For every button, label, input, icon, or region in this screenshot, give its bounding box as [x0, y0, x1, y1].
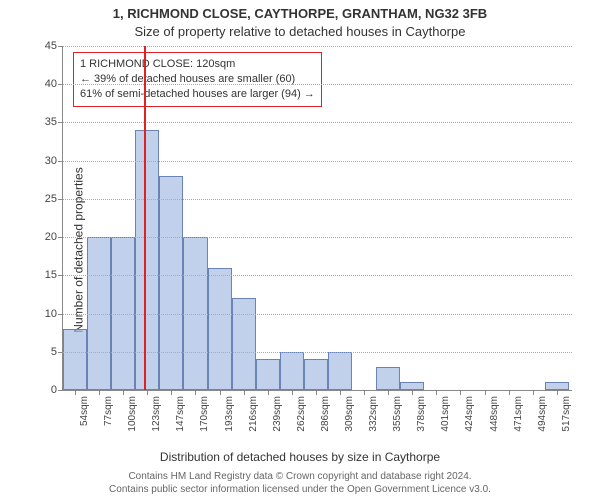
x-tick-mark: [557, 390, 558, 395]
x-tick-label: 262sqm: [296, 396, 307, 432]
gridline: [63, 199, 572, 200]
y-tick-mark: [58, 46, 63, 47]
x-tick-label: 378sqm: [416, 396, 427, 432]
y-tick-mark: [58, 199, 63, 200]
x-tick-label: 355sqm: [392, 396, 403, 432]
footer-line-2: Contains public sector information licen…: [0, 484, 600, 497]
x-tick-label: 216sqm: [248, 396, 259, 432]
x-tick-label: 286sqm: [320, 396, 331, 432]
x-tick-mark: [75, 390, 76, 395]
plot-area: 1 RICHMOND CLOSE: 120sqm ← 39% of detach…: [62, 46, 572, 391]
x-tick-label: 448sqm: [489, 396, 500, 432]
x-tick-mark: [147, 390, 148, 395]
x-tick-label: 77sqm: [103, 396, 114, 426]
y-tick-label: 5: [51, 346, 57, 358]
histogram-bar: [328, 352, 352, 390]
y-tick-label: 20: [45, 231, 57, 243]
histogram-bar: [63, 329, 87, 390]
y-tick-mark: [58, 122, 63, 123]
y-tick-label: 15: [45, 269, 57, 281]
y-tick-label: 0: [51, 384, 57, 396]
x-tick-mark: [123, 390, 124, 395]
x-tick-mark: [533, 390, 534, 395]
x-tick-label: 494sqm: [537, 396, 548, 432]
histogram-bar: [304, 359, 328, 390]
x-tick-mark: [99, 390, 100, 395]
chart-title-1: 1, RICHMOND CLOSE, CAYTHORPE, GRANTHAM, …: [0, 6, 600, 21]
x-tick-mark: [485, 390, 486, 395]
x-tick-label: 401sqm: [440, 396, 451, 432]
gridline: [63, 314, 572, 315]
y-tick-label: 30: [45, 155, 57, 167]
y-tick-mark: [58, 390, 63, 391]
x-tick-mark: [412, 390, 413, 395]
x-tick-mark: [171, 390, 172, 395]
x-tick-mark: [220, 390, 221, 395]
x-tick-label: 123sqm: [151, 396, 162, 432]
x-tick-label: 239sqm: [272, 396, 283, 432]
x-tick-mark: [340, 390, 341, 395]
histogram-bar: [232, 298, 256, 390]
x-tick-label: 309sqm: [344, 396, 355, 432]
footer-line-1: Contains HM Land Registry data © Crown c…: [0, 471, 600, 484]
y-tick-label: 35: [45, 116, 57, 128]
x-tick-mark: [195, 390, 196, 395]
y-tick-mark: [58, 352, 63, 353]
y-tick-mark: [58, 84, 63, 85]
x-tick-label: 193sqm: [224, 396, 235, 432]
histogram-bar: [159, 176, 183, 390]
y-tick-label: 45: [45, 40, 57, 52]
y-tick-mark: [58, 275, 63, 276]
histogram-bar: [400, 382, 424, 390]
x-tick-label: 517sqm: [561, 396, 572, 432]
annotation-line-1: 1 RICHMOND CLOSE: 120sqm: [80, 57, 315, 72]
x-tick-mark: [509, 390, 510, 395]
gridline: [63, 237, 572, 238]
x-tick-label: 100sqm: [127, 396, 138, 432]
x-tick-label: 54sqm: [79, 396, 90, 426]
histogram-bar: [545, 382, 569, 390]
y-tick-mark: [58, 314, 63, 315]
annotation-line-3: 61% of semi-detached houses are larger (…: [80, 87, 315, 102]
x-tick-mark: [292, 390, 293, 395]
x-tick-mark: [268, 390, 269, 395]
gridline: [63, 84, 572, 85]
histogram-bar: [280, 352, 304, 390]
chart-title-2: Size of property relative to detached ho…: [0, 24, 600, 39]
gridline: [63, 46, 572, 47]
x-tick-label: 147sqm: [175, 396, 186, 432]
histogram-bar: [208, 268, 232, 390]
gridline: [63, 352, 572, 353]
footer-attribution: Contains HM Land Registry data © Crown c…: [0, 471, 600, 496]
histogram-bar: [376, 367, 400, 390]
histogram-bar: [256, 359, 280, 390]
x-tick-label: 332sqm: [368, 396, 379, 432]
y-tick-label: 40: [45, 78, 57, 90]
gridline: [63, 275, 572, 276]
annotation-box: 1 RICHMOND CLOSE: 120sqm ← 39% of detach…: [73, 52, 322, 107]
x-tick-mark: [364, 390, 365, 395]
x-tick-label: 170sqm: [199, 396, 210, 432]
y-tick-label: 10: [45, 308, 57, 320]
chart-container: 1, RICHMOND CLOSE, CAYTHORPE, GRANTHAM, …: [0, 0, 600, 500]
x-tick-mark: [388, 390, 389, 395]
y-tick-label: 25: [45, 193, 57, 205]
x-tick-mark: [244, 390, 245, 395]
y-tick-mark: [58, 237, 63, 238]
gridline: [63, 161, 572, 162]
gridline: [63, 122, 572, 123]
reference-line: [144, 46, 146, 390]
x-tick-mark: [316, 390, 317, 395]
x-tick-mark: [436, 390, 437, 395]
x-tick-label: 471sqm: [513, 396, 524, 432]
x-tick-label: 424sqm: [464, 396, 475, 432]
y-tick-mark: [58, 161, 63, 162]
x-axis-label: Distribution of detached houses by size …: [0, 450, 600, 464]
x-tick-mark: [460, 390, 461, 395]
